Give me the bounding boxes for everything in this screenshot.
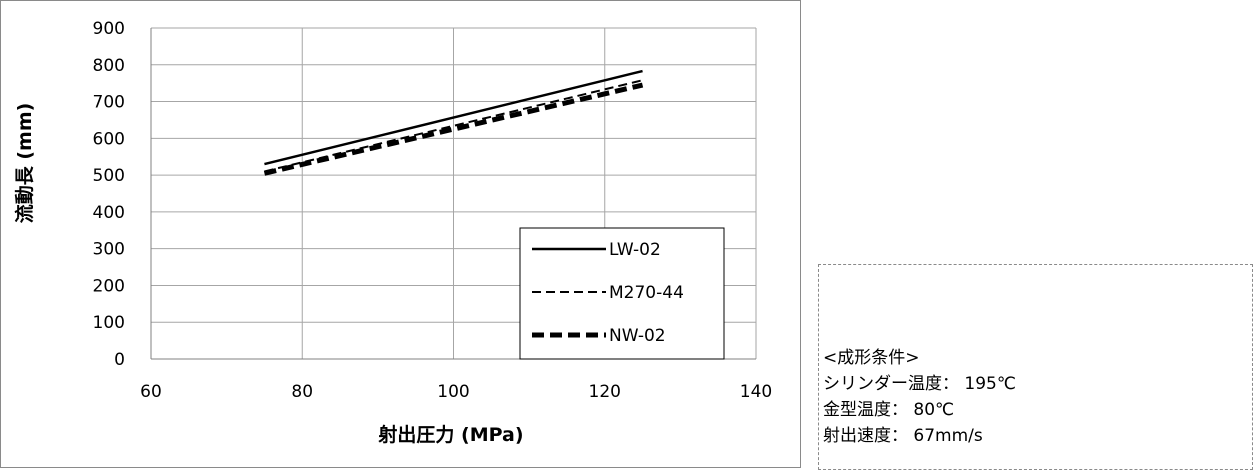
y-tick-label: 800 [93,56,125,76]
y-tick-label: 0 [114,350,125,370]
y-tick-label: 700 [93,93,125,113]
x-tick-label: 140 [740,382,772,402]
legend-label: LW-02 [609,240,661,260]
cylinder-temperature: シリンダー温度： 195℃ [823,374,1016,394]
y-tick-label: 300 [93,240,125,260]
x-tick-label: 60 [140,382,162,402]
legend: LW-02 M270-44 NW-02 [519,227,725,360]
legend-label: M270-44 [609,283,684,303]
y-tick-label: 500 [93,166,125,186]
mold-temperature: 金型温度： 80℃ [823,400,955,420]
injection-speed: 射出速度： 67mm/s [823,426,983,446]
y-tick-label: 100 [93,313,125,333]
y-axis-title: 流動長 (mm) [13,103,36,224]
chart-frame: 0 100 200 300 400 500 600 700 800 900 60 80 100 120 14… [0,0,801,468]
y-tick-label: 200 [93,276,125,296]
x-axis-title: 射出圧力 (MPa) [377,423,523,446]
legend-label: NW-02 [609,326,666,346]
series-line-nw-02 [263,82,644,176]
x-tick-label: 120 [589,382,621,402]
y-tick-label: 900 [93,19,125,39]
molding-conditions-text: <成形条件> シリンダー温度： 195℃ 金型温度： 80℃ 射出速度： 67m… [823,345,1016,449]
x-tick-label: 80 [291,382,313,402]
y-tick-label: 600 [93,129,125,149]
line-chart: 0 100 200 300 400 500 600 700 800 900 60 80 100 120 14… [13,19,772,446]
x-tick-label: 100 [437,382,469,402]
series-line-lw-02 [264,69,643,166]
y-tick-label: 400 [93,203,125,223]
molding-conditions-box: <成形条件> シリンダー温度： 195℃ 金型温度： 80℃ 射出速度： 67m… [818,264,1253,470]
conditions-title: <成形条件> [823,348,920,368]
